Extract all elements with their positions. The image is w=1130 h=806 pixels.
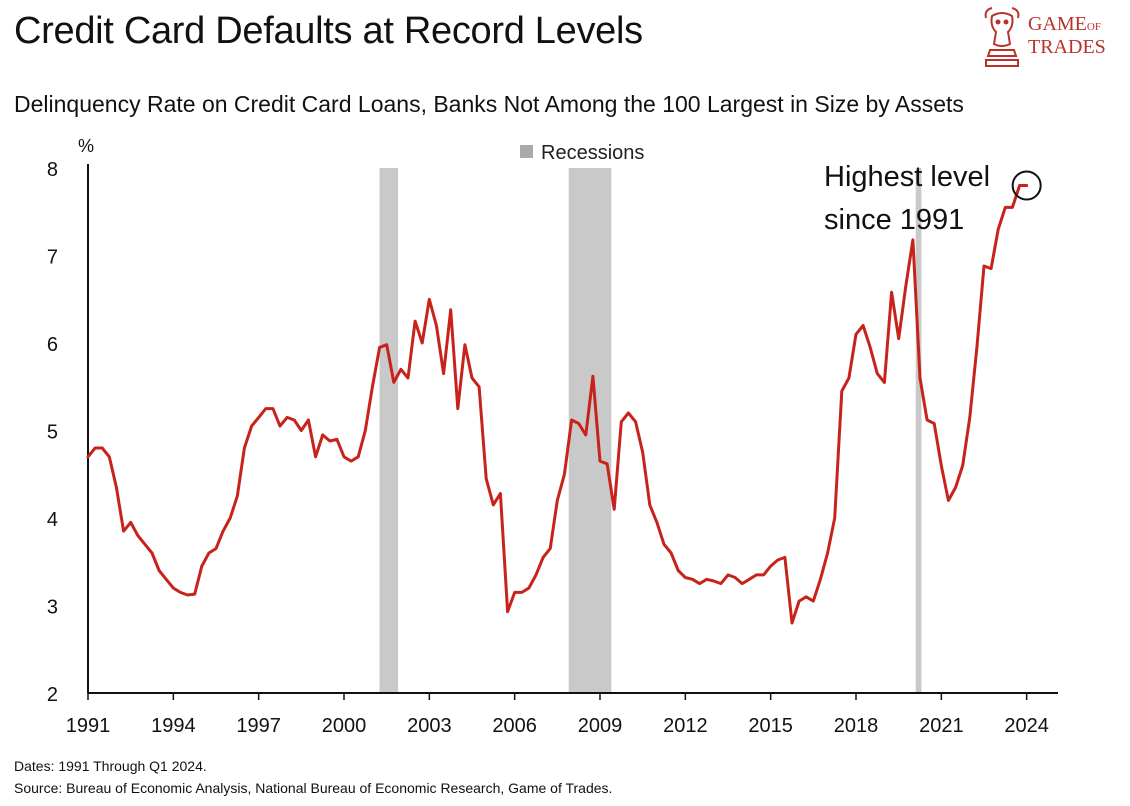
logo-text-game: GAME [1028, 13, 1087, 35]
x-tick-label-1991: 1991 [66, 715, 111, 737]
chart-title: Credit Card Defaults at Record Levels [14, 10, 643, 52]
bull-chess-knight-icon [984, 7, 1020, 67]
y-tick-label-3: 3 [47, 597, 58, 619]
x-tick-label-2003: 2003 [407, 715, 452, 737]
x-tick-label-2015: 2015 [748, 715, 793, 737]
y-tick-label-4: 4 [47, 509, 58, 531]
x-tick-label-1994: 1994 [151, 715, 196, 737]
legend: Recessions [520, 142, 644, 164]
series-line-0 [86, 184, 1029, 625]
x-tick-label-2012: 2012 [663, 715, 708, 737]
x-tick-label-2006: 2006 [492, 715, 537, 737]
highlight-circle [1011, 170, 1042, 201]
series-layer [86, 184, 1029, 625]
y-tick-label-6: 6 [47, 334, 58, 356]
recession-band-1 [568, 168, 612, 693]
footer-dates: Dates: 1991 Through Q1 2024. [14, 758, 207, 774]
recession-band-0 [379, 168, 399, 693]
brand-logo: GAMEOF TRADES [980, 4, 1120, 74]
chart-subtitle: Delinquency Rate on Credit Card Loans, B… [14, 91, 964, 117]
y-axis-unit-label: % [78, 136, 94, 156]
legend-label-recessions: Recessions [541, 142, 644, 164]
annotation-layer: Highest level since 1991 [824, 161, 1042, 236]
y-tick-label-5: 5 [47, 422, 58, 444]
y-tick-label-7: 7 [47, 247, 58, 269]
x-tick-label-2021: 2021 [919, 715, 964, 737]
x-tick-label-1997: 1997 [236, 715, 281, 737]
annotation-line-2: since 1991 [824, 204, 964, 236]
logo-text-trades: TRADES [1028, 36, 1106, 58]
annotation-line-1: Highest level [824, 161, 990, 193]
x-tick-label-2018: 2018 [834, 715, 879, 737]
recession-band-2 [915, 168, 922, 693]
y-tick-label-2: 2 [47, 684, 58, 706]
recession-bands [379, 168, 922, 693]
logo-text-of: OF [1086, 21, 1101, 33]
x-tick-label-2009: 2009 [578, 715, 623, 737]
x-tick-label-2024: 2024 [1004, 715, 1049, 737]
x-tick-label-2000: 2000 [322, 715, 367, 737]
footer-source: Source: Bureau of Economic Analysis, Nat… [14, 780, 613, 796]
axes: 2 3 4 5 6 7 8% 1991 1994 1997 2000 2003 2006 2009 2012… [47, 136, 1058, 737]
legend-swatch-recessions [520, 145, 533, 158]
y-tick-label-8: 8 [47, 159, 58, 181]
